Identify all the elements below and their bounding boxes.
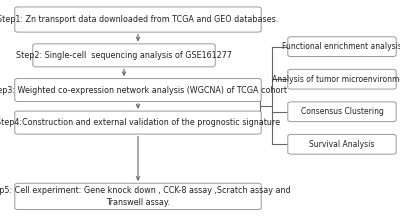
FancyBboxPatch shape xyxy=(288,134,396,154)
FancyBboxPatch shape xyxy=(15,7,261,32)
Text: Functional enrichment analysis: Functional enrichment analysis xyxy=(282,42,400,51)
FancyBboxPatch shape xyxy=(15,79,261,102)
Text: Step4:Construction and external validation of the prognostic signature: Step4:Construction and external validati… xyxy=(0,118,280,127)
FancyBboxPatch shape xyxy=(288,37,396,56)
Text: Step5: Cell experiment: Gene knock down , CCK-8 assay ,Scratch assay and
Transwe: Step5: Cell experiment: Gene knock down … xyxy=(0,186,290,207)
FancyBboxPatch shape xyxy=(15,111,261,134)
FancyBboxPatch shape xyxy=(15,183,261,210)
Text: Analysis of tumor microenvironment: Analysis of tumor microenvironment xyxy=(272,75,400,84)
FancyBboxPatch shape xyxy=(33,44,215,67)
Text: Step2: Single-cell  sequencing analysis of GSE161277: Step2: Single-cell sequencing analysis o… xyxy=(16,51,232,60)
Text: Step1: Zn transport data downloaded from TCGA and GEO databases.: Step1: Zn transport data downloaded from… xyxy=(0,15,279,24)
Text: Consensus Clustering: Consensus Clustering xyxy=(300,107,384,116)
FancyBboxPatch shape xyxy=(288,102,396,122)
Text: Step3: Weighted co-expression network analysis (WGCNA) of TCGA cohort: Step3: Weighted co-expression network an… xyxy=(0,85,287,95)
FancyBboxPatch shape xyxy=(288,69,396,89)
Text: Survival Analysis: Survival Analysis xyxy=(309,140,375,149)
